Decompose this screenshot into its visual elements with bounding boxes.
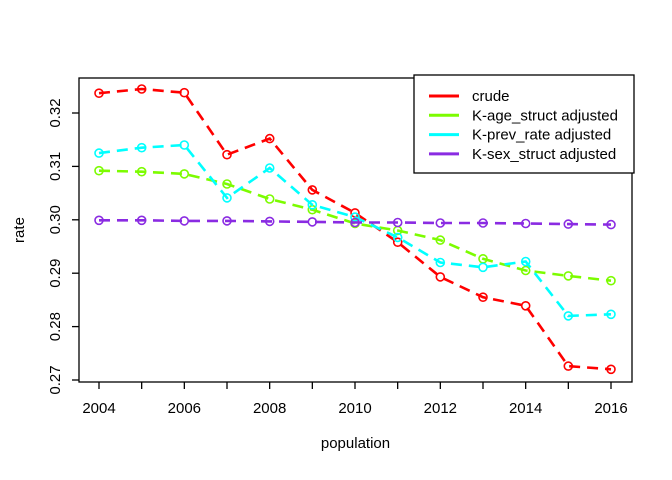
data-point-k-age-struct-adjusted — [563, 271, 574, 281]
data-point-k-prev-rate-adjusted — [392, 232, 403, 243]
data-point-k-sex-struct-adjusted — [435, 218, 446, 228]
data-point-k-prev-rate-adjusted — [222, 193, 232, 203]
data-point-k-sex-struct-adjusted — [307, 217, 318, 227]
data-point-crude — [478, 292, 488, 303]
legend-box — [413, 74, 635, 174]
data-point-k-prev-rate-adjusted — [563, 311, 574, 321]
data-point-crude — [392, 237, 403, 247]
data-point-k-sex-struct-adjusted — [478, 218, 488, 228]
data-point-crude — [222, 149, 232, 160]
y-axis-title: rate — [11, 217, 28, 243]
data-point-crude — [94, 88, 104, 98]
data-point-k-sex-struct-adjusted — [264, 216, 275, 227]
y-tick-label: 0.31 — [47, 152, 64, 181]
x-tick-label: 2008 — [253, 400, 286, 417]
data-point-k-age-struct-adjusted — [264, 194, 275, 204]
data-point-crude — [307, 185, 318, 195]
data-point-k-sex-struct-adjusted — [222, 216, 232, 226]
series-line-k-age-struct-adjusted — [98, 169, 612, 282]
data-point-k-prev-rate-adjusted — [307, 200, 318, 210]
legend-label-k-age-struct-adjusted: K-age_struct adjusted — [472, 107, 618, 124]
data-point-k-sex-struct-adjusted — [392, 217, 403, 228]
data-point-k-sex-struct-adjusted — [136, 215, 147, 226]
data-point-k-prev-rate-adjusted — [94, 148, 104, 158]
data-point-k-age-struct-adjusted — [606, 275, 616, 286]
data-point-k-age-struct-adjusted — [136, 166, 147, 177]
data-point-k-prev-rate-adjusted — [350, 212, 360, 222]
data-point-k-prev-rate-adjusted — [478, 262, 488, 273]
data-point-crude — [606, 364, 616, 375]
data-point-k-age-struct-adjusted — [179, 169, 190, 179]
data-point-crude — [520, 300, 531, 311]
data-point-k-age-struct-adjusted — [222, 179, 232, 189]
data-point-k-prev-rate-adjusted — [264, 163, 275, 173]
data-point-k-sex-struct-adjusted — [350, 217, 360, 228]
data-point-k-sex-struct-adjusted — [606, 219, 616, 230]
data-point-k-prev-rate-adjusted — [520, 256, 531, 267]
y-tick-label: 0.32 — [47, 98, 64, 127]
data-point-k-prev-rate-adjusted — [179, 140, 190, 150]
y-tick-label: 0.27 — [47, 365, 64, 394]
data-point-crude — [179, 87, 190, 98]
data-point-crude — [136, 84, 147, 94]
data-point-k-sex-struct-adjusted — [520, 218, 531, 229]
data-point-k-prev-rate-adjusted — [136, 142, 147, 153]
y-tick-label: 0.28 — [47, 312, 64, 341]
x-tick-label: 2004 — [82, 400, 115, 417]
x-tick-label: 2012 — [424, 400, 457, 417]
x-tick-label: 2010 — [338, 400, 371, 417]
x-tick-label: 2006 — [168, 400, 201, 417]
data-point-k-sex-struct-adjusted — [563, 219, 574, 229]
data-point-k-age-struct-adjusted — [435, 235, 446, 245]
data-point-k-sex-struct-adjusted — [179, 216, 190, 226]
y-tick-label: 0.29 — [47, 259, 64, 288]
data-point-k-age-struct-adjusted — [520, 265, 531, 276]
data-point-k-prev-rate-adjusted — [435, 257, 446, 268]
data-point-k-age-struct-adjusted — [94, 165, 104, 176]
y-tick-label: 0.30 — [47, 205, 64, 234]
legend-label-k-sex-struct-adjusted: K-sex_struct adjusted — [472, 146, 616, 163]
legend-label-k-prev-rate-adjusted: K-prev_rate adjusted — [472, 127, 611, 144]
legend-label-crude: crude — [472, 88, 510, 105]
data-point-crude — [563, 361, 574, 371]
x-tick-label: 2016 — [594, 400, 627, 417]
series-line-k-prev-rate-adjusted — [98, 143, 612, 318]
data-point-k-sex-struct-adjusted — [94, 215, 104, 226]
legend: crude K-age_struct adjusted K-prev_rate ad… — [413, 74, 635, 174]
data-point-k-prev-rate-adjusted — [606, 309, 616, 320]
data-point-crude — [264, 133, 275, 144]
x-axis-title: population — [321, 435, 390, 452]
series-line-k-sex-struct-adjusted — [99, 219, 612, 226]
x-tick-label: 2014 — [509, 400, 542, 417]
data-point-crude — [435, 272, 446, 282]
